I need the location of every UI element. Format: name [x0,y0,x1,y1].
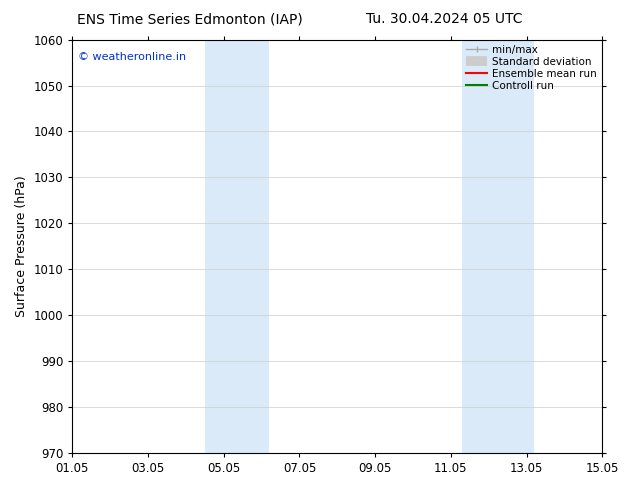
Bar [205,40,269,453]
Y-axis label: Surface Pressure (hPa): Surface Pressure (hPa) [15,175,28,317]
Bar [462,40,534,453]
Text: ENS Time Series Edmonton (IAP): ENS Time Series Edmonton (IAP) [77,12,303,26]
Text: Tu. 30.04.2024 05 UTC: Tu. 30.04.2024 05 UTC [366,12,522,26]
Text: © weatheronline.in: © weatheronline.in [77,52,186,62]
Legend: min/max, Standard deviation, Ensemble mean run, Controll run: min/max, Standard deviation, Ensemble me… [464,43,599,93]
